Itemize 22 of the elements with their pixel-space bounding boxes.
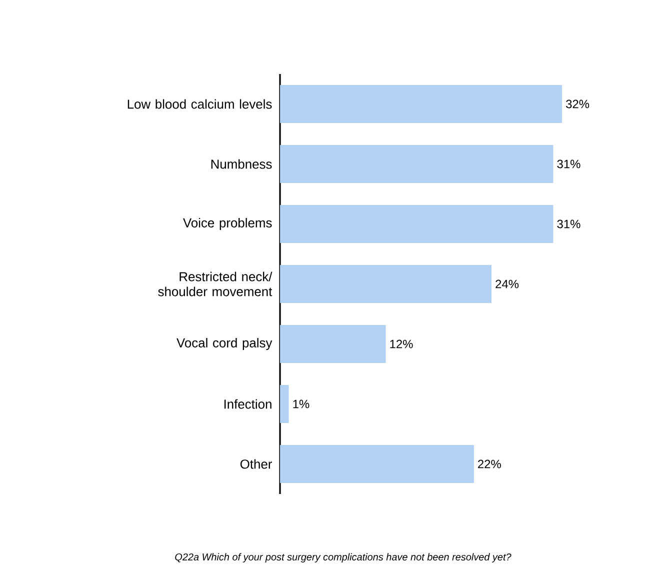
y-tick-label: Low blood calcium levels — [128, 99, 272, 109]
y-tick-label: Voice problems — [183, 218, 272, 230]
data-label: 24% — [496, 280, 519, 288]
bar — [280, 384, 289, 423]
data-label: 1% — [293, 400, 310, 408]
bar — [280, 204, 554, 243]
bar — [280, 144, 554, 183]
bar — [280, 444, 474, 483]
y-tick-label: Vocal cord palsy — [176, 338, 272, 350]
data-label: 31% — [557, 160, 580, 168]
data-label: 31% — [557, 220, 580, 228]
bar — [280, 84, 562, 123]
y-tick-label: Numbness — [211, 159, 272, 169]
y-tick-label: Other — [240, 459, 272, 469]
bar — [280, 324, 386, 363]
data-label: 22% — [478, 460, 501, 468]
bar — [280, 264, 492, 303]
y-tick-label: Restricted neck/ shoulder movement — [158, 272, 272, 296]
data-label: 32% — [566, 100, 590, 108]
data-label: 12% — [390, 340, 413, 348]
text: Q22a Which of your post surgery complications have not been resolved yet? — [175, 553, 512, 562]
y-tick-label: Infection — [224, 399, 272, 409]
